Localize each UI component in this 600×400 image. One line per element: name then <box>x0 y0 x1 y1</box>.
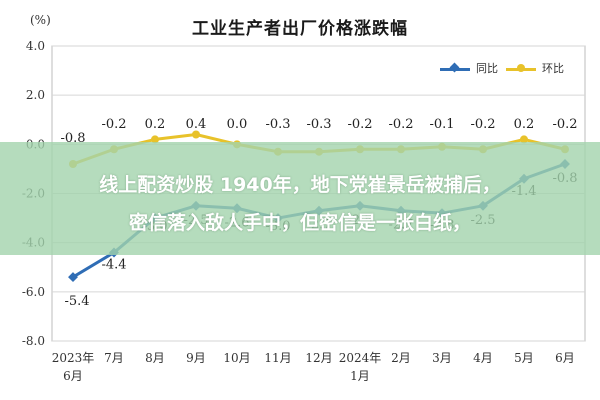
y-tick-label: -6.0 <box>22 285 45 299</box>
data-label-mom: 0.2 <box>514 117 535 132</box>
data-label-mom: -0.3 <box>265 117 290 132</box>
data-label-mom: -0.2 <box>101 117 126 132</box>
data-label-yoy: -4.4 <box>101 258 126 273</box>
data-label-mom: 0.4 <box>186 117 207 132</box>
data-label-mom: 0.0 <box>227 117 248 132</box>
data-point-mom <box>520 135 528 144</box>
legend-label-mom: 环比 <box>542 62 564 75</box>
data-label-mom: -0.3 <box>306 117 331 132</box>
x-tick-label: 9月 <box>186 351 206 365</box>
x-tick-label: 5月 <box>514 351 534 365</box>
data-label-mom: 0.2 <box>145 117 166 132</box>
x-tick-label: 11月 <box>264 351 291 365</box>
x-tick-label: 2月 <box>391 351 411 365</box>
data-label-yoy: -5.4 <box>64 294 89 309</box>
x-tick-label: 6月 <box>555 351 575 365</box>
x-tick-label: 4月 <box>473 351 493 365</box>
legend-label-yoy: 同比 <box>476 62 498 75</box>
overlay-text-line-2: 密信落入敌人手中，但密信是一张白纸， <box>128 212 471 234</box>
x-tick-label: 2024年 <box>339 351 382 365</box>
overlay-text-line-1: 线上配资炒股 1940年，地下党崔景岳被捕后， <box>99 174 501 196</box>
chart-title: 工业生产者出厂价格涨跌幅 <box>192 19 408 39</box>
data-label-mom: -0.1 <box>429 117 454 132</box>
data-label-mom: -0.2 <box>552 117 577 132</box>
y-tick-label: 2.0 <box>26 88 45 102</box>
x-tick-label: 2023年 <box>52 351 95 365</box>
x-tick-label: 6月 <box>63 369 83 383</box>
x-tick-label: 1月 <box>350 369 370 383</box>
data-label-mom: -0.2 <box>347 117 372 132</box>
data-point-mom <box>151 135 159 144</box>
legend-marker-mom <box>517 64 525 72</box>
data-point-mom <box>192 130 200 139</box>
x-tick-label: 10月 <box>223 351 250 365</box>
y-tick-label: -8.0 <box>22 334 45 348</box>
x-tick-label: 3月 <box>432 351 452 365</box>
y-axis-unit-label: (%) <box>30 13 51 27</box>
x-tick-label: 12月 <box>305 351 332 365</box>
x-tick-label: 8月 <box>145 351 165 365</box>
y-tick-label: 4.0 <box>26 39 45 53</box>
data-label-mom: -0.2 <box>470 117 495 132</box>
watermark-overlay-band <box>0 142 600 255</box>
data-label-mom: -0.2 <box>388 117 413 132</box>
x-tick-label: 7月 <box>104 351 124 365</box>
